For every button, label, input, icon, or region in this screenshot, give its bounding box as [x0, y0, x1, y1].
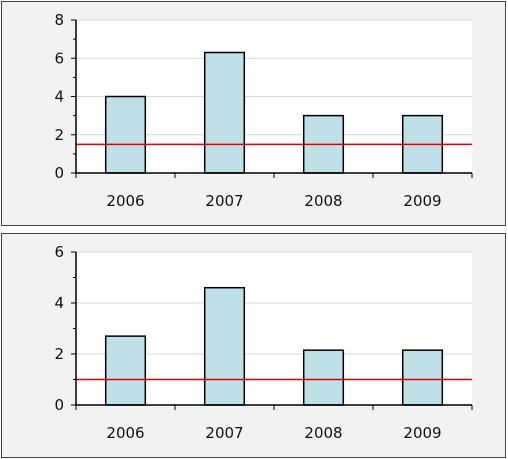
y-tick-label: 0 — [54, 396, 64, 414]
chart-panel-top: 0 2 4 6 8 2006 2007 2008 2009 — [1, 1, 506, 226]
chart-panel-bottom: 0 2 4 6 2006 2007 2008 2009 — [1, 233, 506, 458]
y-tick-label: 2 — [54, 345, 64, 363]
x-tick-label-2008: 2008 — [304, 192, 342, 210]
bar-2008 — [302, 349, 345, 406]
x-tick-label-2006: 2006 — [106, 424, 144, 442]
y-tick-label: 6 — [54, 243, 64, 261]
y-tick-label: 6 — [54, 49, 64, 67]
x-tick-label-2008: 2008 — [304, 424, 342, 442]
bar-2006 — [104, 95, 147, 174]
x-tick-label-2009: 2009 — [403, 424, 441, 442]
x-tick-label-2006: 2006 — [106, 192, 144, 210]
y-tick-label: 2 — [54, 126, 64, 144]
x-tick-label-2009: 2009 — [403, 192, 441, 210]
bar-chart-bottom: 0 2 4 6 2006 2007 2008 2009 — [54, 243, 473, 442]
bar-2006 — [104, 335, 147, 406]
x-tick-label-2007: 2007 — [205, 424, 243, 442]
bar-2009 — [401, 349, 444, 406]
y-tick-label: 8 — [54, 11, 64, 29]
y-tick-label: 4 — [54, 294, 64, 312]
y-tick-label: 4 — [54, 88, 64, 106]
y-tick-label: 0 — [54, 164, 64, 182]
bar-chart-top: 0 2 4 6 8 2006 2007 2008 2009 — [54, 11, 473, 210]
bar-2007 — [203, 51, 246, 174]
x-tick-label-2007: 2007 — [205, 192, 243, 210]
bar-2007 — [203, 286, 246, 406]
